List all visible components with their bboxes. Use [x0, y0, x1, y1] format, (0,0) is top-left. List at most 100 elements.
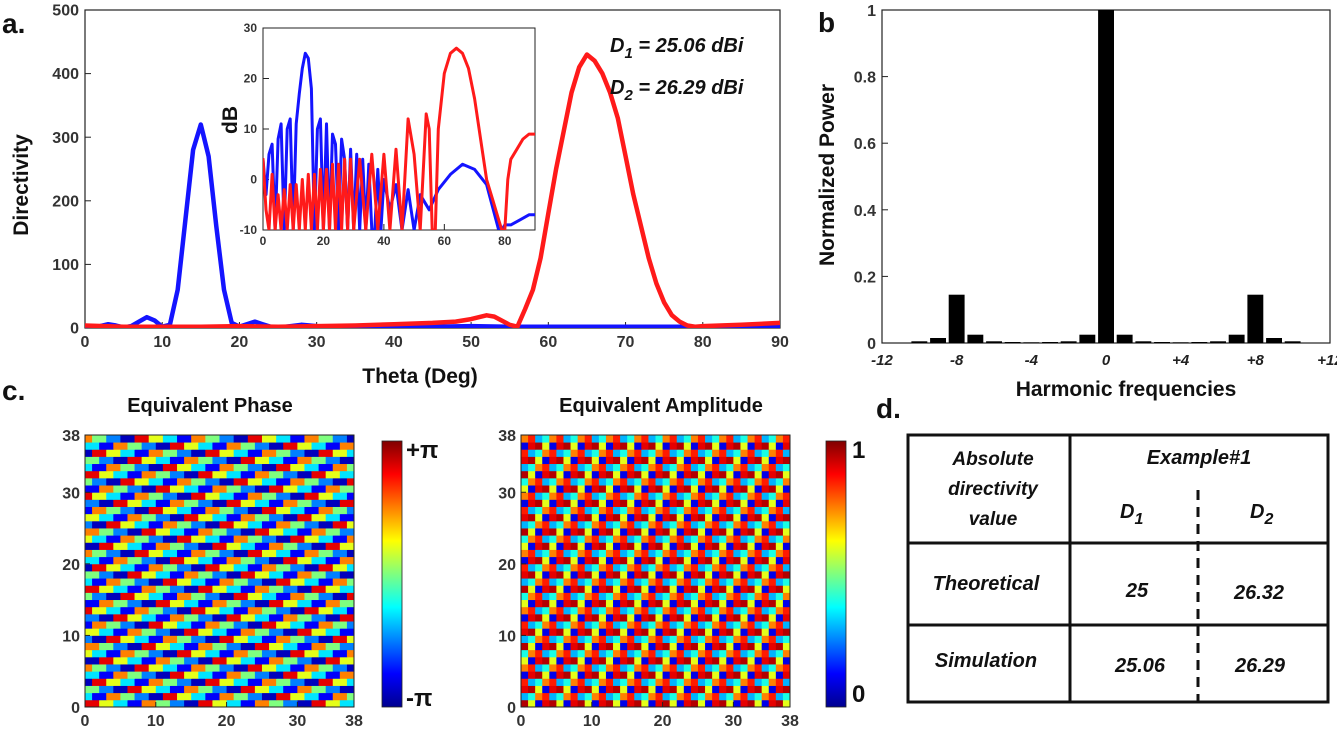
heat-cell — [99, 506, 107, 515]
heat-cell — [683, 520, 692, 529]
heat-cell — [290, 671, 298, 679]
heat-cell — [304, 477, 312, 486]
heat-cell — [641, 477, 649, 486]
heat-cell — [740, 442, 748, 450]
heat-cell — [782, 571, 791, 579]
heat-cell — [134, 506, 143, 515]
heat-cell — [346, 499, 355, 507]
heat-cell — [254, 606, 263, 615]
heat-cell — [705, 606, 713, 615]
heat-cell — [155, 571, 164, 579]
heat-cell — [669, 556, 678, 565]
heat-cell — [747, 678, 756, 686]
heat-cell — [283, 520, 291, 529]
heat-cell — [106, 492, 114, 500]
heat-cell — [627, 520, 635, 529]
heat-cell — [662, 442, 671, 450]
bar — [1079, 334, 1096, 343]
heat-cell — [332, 678, 341, 686]
heat-cell — [605, 556, 614, 565]
heat-cell — [276, 671, 284, 679]
heat-cell — [304, 528, 312, 536]
heat-cell — [127, 599, 135, 608]
heat-cell — [620, 685, 628, 694]
heat-cell — [254, 542, 263, 550]
heat-cell — [332, 506, 341, 515]
heat-cell — [177, 578, 185, 586]
heat-cell — [761, 599, 770, 608]
heat-cell — [690, 477, 699, 486]
heat-cell — [233, 435, 242, 443]
heat-cell — [169, 563, 178, 572]
heat-cell — [591, 606, 600, 615]
heat-cell — [669, 528, 678, 536]
heat-cell — [754, 499, 763, 507]
heat-cell — [719, 442, 727, 450]
heat-cell — [191, 513, 199, 522]
heat-cell — [697, 442, 706, 450]
heat-cell — [261, 685, 270, 694]
heat-cell — [346, 456, 355, 465]
heat-cell — [726, 549, 734, 558]
heat-cell — [283, 699, 291, 708]
heat-cell — [782, 578, 791, 586]
heat-cell — [577, 499, 586, 507]
heat-cell — [269, 477, 277, 486]
heat-cell — [261, 520, 270, 529]
heat-cell — [719, 513, 727, 522]
heat-cell — [754, 520, 763, 529]
heat-cell — [106, 549, 114, 558]
heat-cell — [290, 599, 298, 608]
heat-cell — [155, 621, 164, 629]
ytick-label: 0.6 — [854, 136, 876, 153]
heat-cell — [325, 456, 334, 465]
heat-cell — [634, 656, 642, 665]
heat-cell — [269, 499, 277, 507]
heat-cell — [198, 585, 206, 593]
xtick-label: +8 — [1247, 352, 1265, 369]
heat-cell — [113, 449, 121, 457]
heat-cell — [535, 492, 543, 500]
heat-cell — [269, 606, 277, 615]
heat-cell — [747, 456, 756, 465]
heat-cell — [591, 520, 600, 529]
heat-cell — [339, 535, 348, 543]
heat-cell — [712, 621, 720, 629]
heat-cell — [584, 563, 593, 572]
heat-cell — [113, 599, 121, 608]
heat-cell — [177, 664, 185, 672]
heat-cell — [141, 513, 150, 522]
heat-cell — [535, 463, 543, 472]
heat-cell — [563, 556, 571, 565]
heat-cell — [577, 477, 586, 486]
heat-cell — [85, 642, 93, 651]
heat-cell — [570, 456, 579, 465]
heat-cell — [283, 606, 291, 615]
heat-cell — [726, 456, 734, 465]
heat-cell — [332, 513, 341, 522]
heat-cell — [134, 628, 143, 636]
heat-cell — [212, 477, 220, 486]
heat-cell — [325, 692, 334, 701]
heat-cell — [775, 671, 784, 679]
heat-cell — [240, 671, 249, 679]
heat-cell — [733, 613, 741, 622]
heat-cell — [325, 649, 334, 658]
heat-cell — [85, 656, 93, 665]
heat-cell — [747, 692, 756, 701]
heat-cell — [641, 656, 649, 665]
heat-cell — [648, 585, 656, 593]
heat-cell — [254, 678, 263, 686]
heat-cell — [584, 692, 593, 701]
heat-cell — [620, 492, 628, 500]
heat-cell — [627, 477, 635, 486]
heat-cell — [577, 442, 586, 450]
heat-cell — [191, 442, 199, 450]
heat-cell — [662, 656, 671, 665]
heat-cell — [276, 692, 284, 701]
heat-cell — [311, 542, 320, 550]
heat-cell — [169, 628, 178, 636]
heat-cell — [318, 463, 327, 472]
heat-cell — [782, 513, 791, 522]
heat-cell — [690, 671, 699, 679]
